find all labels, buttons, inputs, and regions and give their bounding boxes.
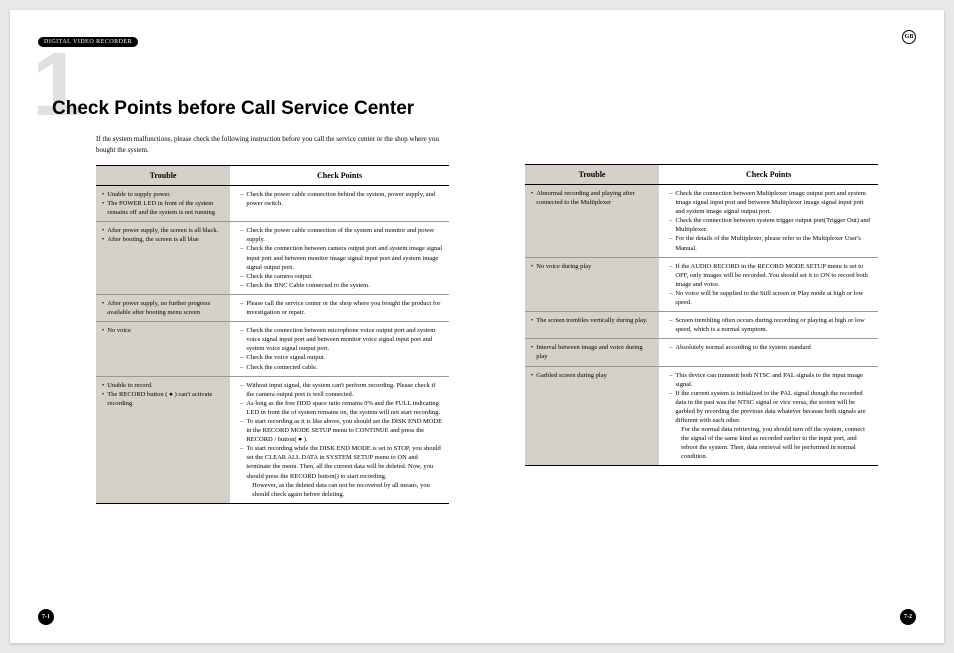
checkpoint-item: Check the connected cable.	[240, 363, 443, 372]
table-row: After power supply, no further progress …	[96, 295, 449, 322]
checkpoint-cell: Check the power cable connection of the …	[230, 222, 449, 294]
header-checkpoints: Check Points	[230, 166, 449, 185]
trouble-item: No voice during play	[531, 262, 653, 271]
document-spread: DIGITAL VIDEO RECORDER 1 Check Points be…	[10, 10, 944, 643]
table-row: After power supply, the screen is all bl…	[96, 222, 449, 295]
page-number-right: 7-2	[900, 609, 916, 625]
checkpoint-item: To start recording as it is like above, …	[240, 417, 443, 444]
table-row: Garbled screen during play This device ca…	[525, 367, 878, 467]
checkpoint-item: This device can transmit both NTSC and P…	[669, 371, 872, 389]
checkpoint-item: Check the camera output.	[240, 272, 443, 281]
checkpoint-note: For the normal data retrieving, you shou…	[669, 425, 872, 461]
checkpoint-cell: Check the connection between microphone …	[230, 322, 449, 375]
header-checkpoints: Check Points	[659, 165, 878, 184]
checkpoint-item: Without input signal, the system can't p…	[240, 381, 443, 399]
checkpoint-item: As long as the free HDD space ratio rema…	[240, 399, 443, 417]
trouble-item: After power supply, no further progress …	[102, 299, 224, 317]
checkpoint-item: Check the power cable connection behind …	[240, 190, 443, 208]
gb-badge: GB	[902, 30, 916, 44]
intro-text: If the system malfunctions, please check…	[96, 134, 449, 155]
trouble-cell: The screen trembles vertically during pl…	[525, 312, 659, 338]
checkpoint-item: If the current system is initialized to …	[669, 389, 872, 425]
checkpoint-cell: If the AUDIO RECORD in the RECORD MODE S…	[659, 258, 878, 311]
trouble-item: After power supply, the screen is all bl…	[102, 226, 224, 235]
checkpoint-cell: This device can transmit both NTSC and P…	[659, 367, 878, 466]
table-row: No voice Check the connection between mic…	[96, 322, 449, 376]
table-row: Unable to supply power.The POWER LED in …	[96, 186, 449, 222]
header-trouble: Trouble	[96, 166, 230, 185]
trouble-item: Garbled screen during play	[531, 371, 653, 380]
checkpoint-cell: Screen trembling often occurs during rec…	[659, 312, 878, 338]
troubleshoot-table-left: Trouble Check Points Unable to supply po…	[96, 165, 449, 504]
trouble-cell: Unable to record.The RECORD button ( ● )…	[96, 377, 230, 503]
checkpoint-cell: Without input signal, the system can't p…	[230, 377, 449, 503]
checkpoint-item: Check the BNC Cable connected to the sys…	[240, 281, 443, 290]
left-page: DIGITAL VIDEO RECORDER 1 Check Points be…	[10, 10, 477, 643]
table-row: Unable to record.The RECORD button ( ● )…	[96, 377, 449, 504]
page-title: Check Points before Call Service Center	[38, 98, 449, 120]
checkpoint-cell: Please call the service center or the sh…	[230, 295, 449, 321]
checkpoint-cell: Check the connection between Multiplexer…	[659, 185, 878, 257]
checkpoint-item: Check the power cable connection of the …	[240, 226, 443, 244]
checkpoint-cell: Check the power cable connection behind …	[230, 186, 449, 221]
trouble-item: After booting, the screen is all blue	[102, 235, 224, 244]
table-row: Abnormal recording and playing after con…	[525, 185, 878, 258]
table-row: No voice during play If the AUDIO RECORD …	[525, 258, 878, 312]
trouble-cell: Abnormal recording and playing after con…	[525, 185, 659, 257]
header-trouble: Trouble	[525, 165, 659, 184]
trouble-item: Abnormal recording and playing after con…	[531, 189, 653, 207]
checkpoint-item: Screen trembling often occurs during rec…	[669, 316, 872, 334]
page-number-left: 7-1	[38, 609, 54, 625]
trouble-item: The screen trembles vertically during pl…	[531, 316, 653, 325]
trouble-cell: No voice during play	[525, 258, 659, 311]
trouble-item: The POWER LED in front of the system rem…	[102, 199, 224, 217]
trouble-item: Unable to supply power.	[102, 190, 224, 199]
table-row: The screen trembles vertically during pl…	[525, 312, 878, 339]
checkpoint-item: Check the voice signal output.	[240, 353, 443, 362]
checkpoint-item: If the AUDIO RECORD in the RECORD MODE S…	[669, 262, 872, 289]
table-header-row: Trouble Check Points	[525, 165, 878, 185]
checkpoint-item: Absolutely normal according to the syste…	[669, 343, 872, 352]
table-row: Interval between image and voice during …	[525, 339, 878, 366]
troubleshoot-table-right: Trouble Check Points Abnormal recording …	[525, 164, 878, 466]
trouble-item: No voice	[102, 326, 224, 335]
trouble-cell: Garbled screen during play	[525, 367, 659, 466]
checkpoint-note: However, as the deleted data can not be …	[240, 481, 443, 499]
checkpoint-item: Check the connection between Multiplexer…	[669, 189, 872, 216]
trouble-item: The RECORD button ( ● ) can't activate r…	[102, 390, 224, 408]
trouble-item: Unable to record.	[102, 381, 224, 390]
table-header-row: Trouble Check Points	[96, 166, 449, 186]
checkpoint-item: No voice will be supplied to the Still s…	[669, 289, 872, 307]
right-page: GB Trouble Check Points Abnormal recordi…	[477, 10, 944, 643]
checkpoint-item: Check the connection between camera outp…	[240, 244, 443, 271]
trouble-cell: After power supply, the screen is all bl…	[96, 222, 230, 294]
trouble-cell: After power supply, no further progress …	[96, 295, 230, 321]
checkpoint-item: Please call the service center or the sh…	[240, 299, 443, 317]
trouble-cell: No voice	[96, 322, 230, 375]
trouble-cell: Unable to supply power.The POWER LED in …	[96, 186, 230, 221]
checkpoint-item: To start recording while the DISK END MO…	[240, 444, 443, 480]
checkpoint-item: Check the connection between microphone …	[240, 326, 443, 353]
checkpoint-item: Check the connection between system trig…	[669, 216, 872, 234]
trouble-item: Interval between image and voice during …	[531, 343, 653, 361]
checkpoint-item: For the details of the Multiplexer, plea…	[669, 234, 872, 252]
trouble-cell: Interval between image and voice during …	[525, 339, 659, 365]
checkpoint-cell: Absolutely normal according to the syste…	[659, 339, 878, 365]
